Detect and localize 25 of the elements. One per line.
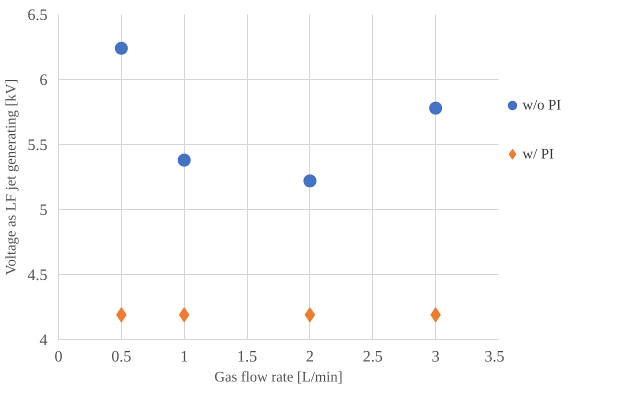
point — [178, 154, 191, 167]
point — [430, 307, 441, 322]
x-tick-label: 2.5 — [362, 348, 383, 366]
y-tick-label: 6 — [40, 72, 48, 89]
x-tick-label: 0.5 — [111, 348, 132, 366]
x-axis-title: Gas flow rate [L/min] — [214, 370, 343, 386]
x-tick-label: 1.5 — [237, 348, 258, 366]
x-tick-label: 3 — [432, 348, 440, 366]
y-tick-label: 6.5 — [28, 7, 48, 24]
point — [304, 307, 316, 322]
legend-label: w/ PI — [522, 146, 554, 162]
x-tick-label: 3.5 — [484, 348, 504, 366]
y-axis-title: Voltage as LF jet generating [kV] — [4, 78, 20, 276]
point — [116, 307, 127, 322]
y-tick-label: 5 — [40, 202, 48, 219]
y-tick-label: 4 — [40, 332, 48, 349]
legend-label: w/o PI — [522, 98, 562, 114]
y-tick-label: 4.5 — [28, 267, 48, 284]
point — [429, 102, 442, 115]
y-tick-label: 5.5 — [28, 137, 48, 154]
point — [303, 174, 316, 188]
x-tick-label: 1 — [180, 348, 188, 366]
point — [114, 42, 128, 55]
x-tick-label: 2 — [306, 348, 314, 366]
x-tick-label: 0 — [54, 348, 62, 366]
